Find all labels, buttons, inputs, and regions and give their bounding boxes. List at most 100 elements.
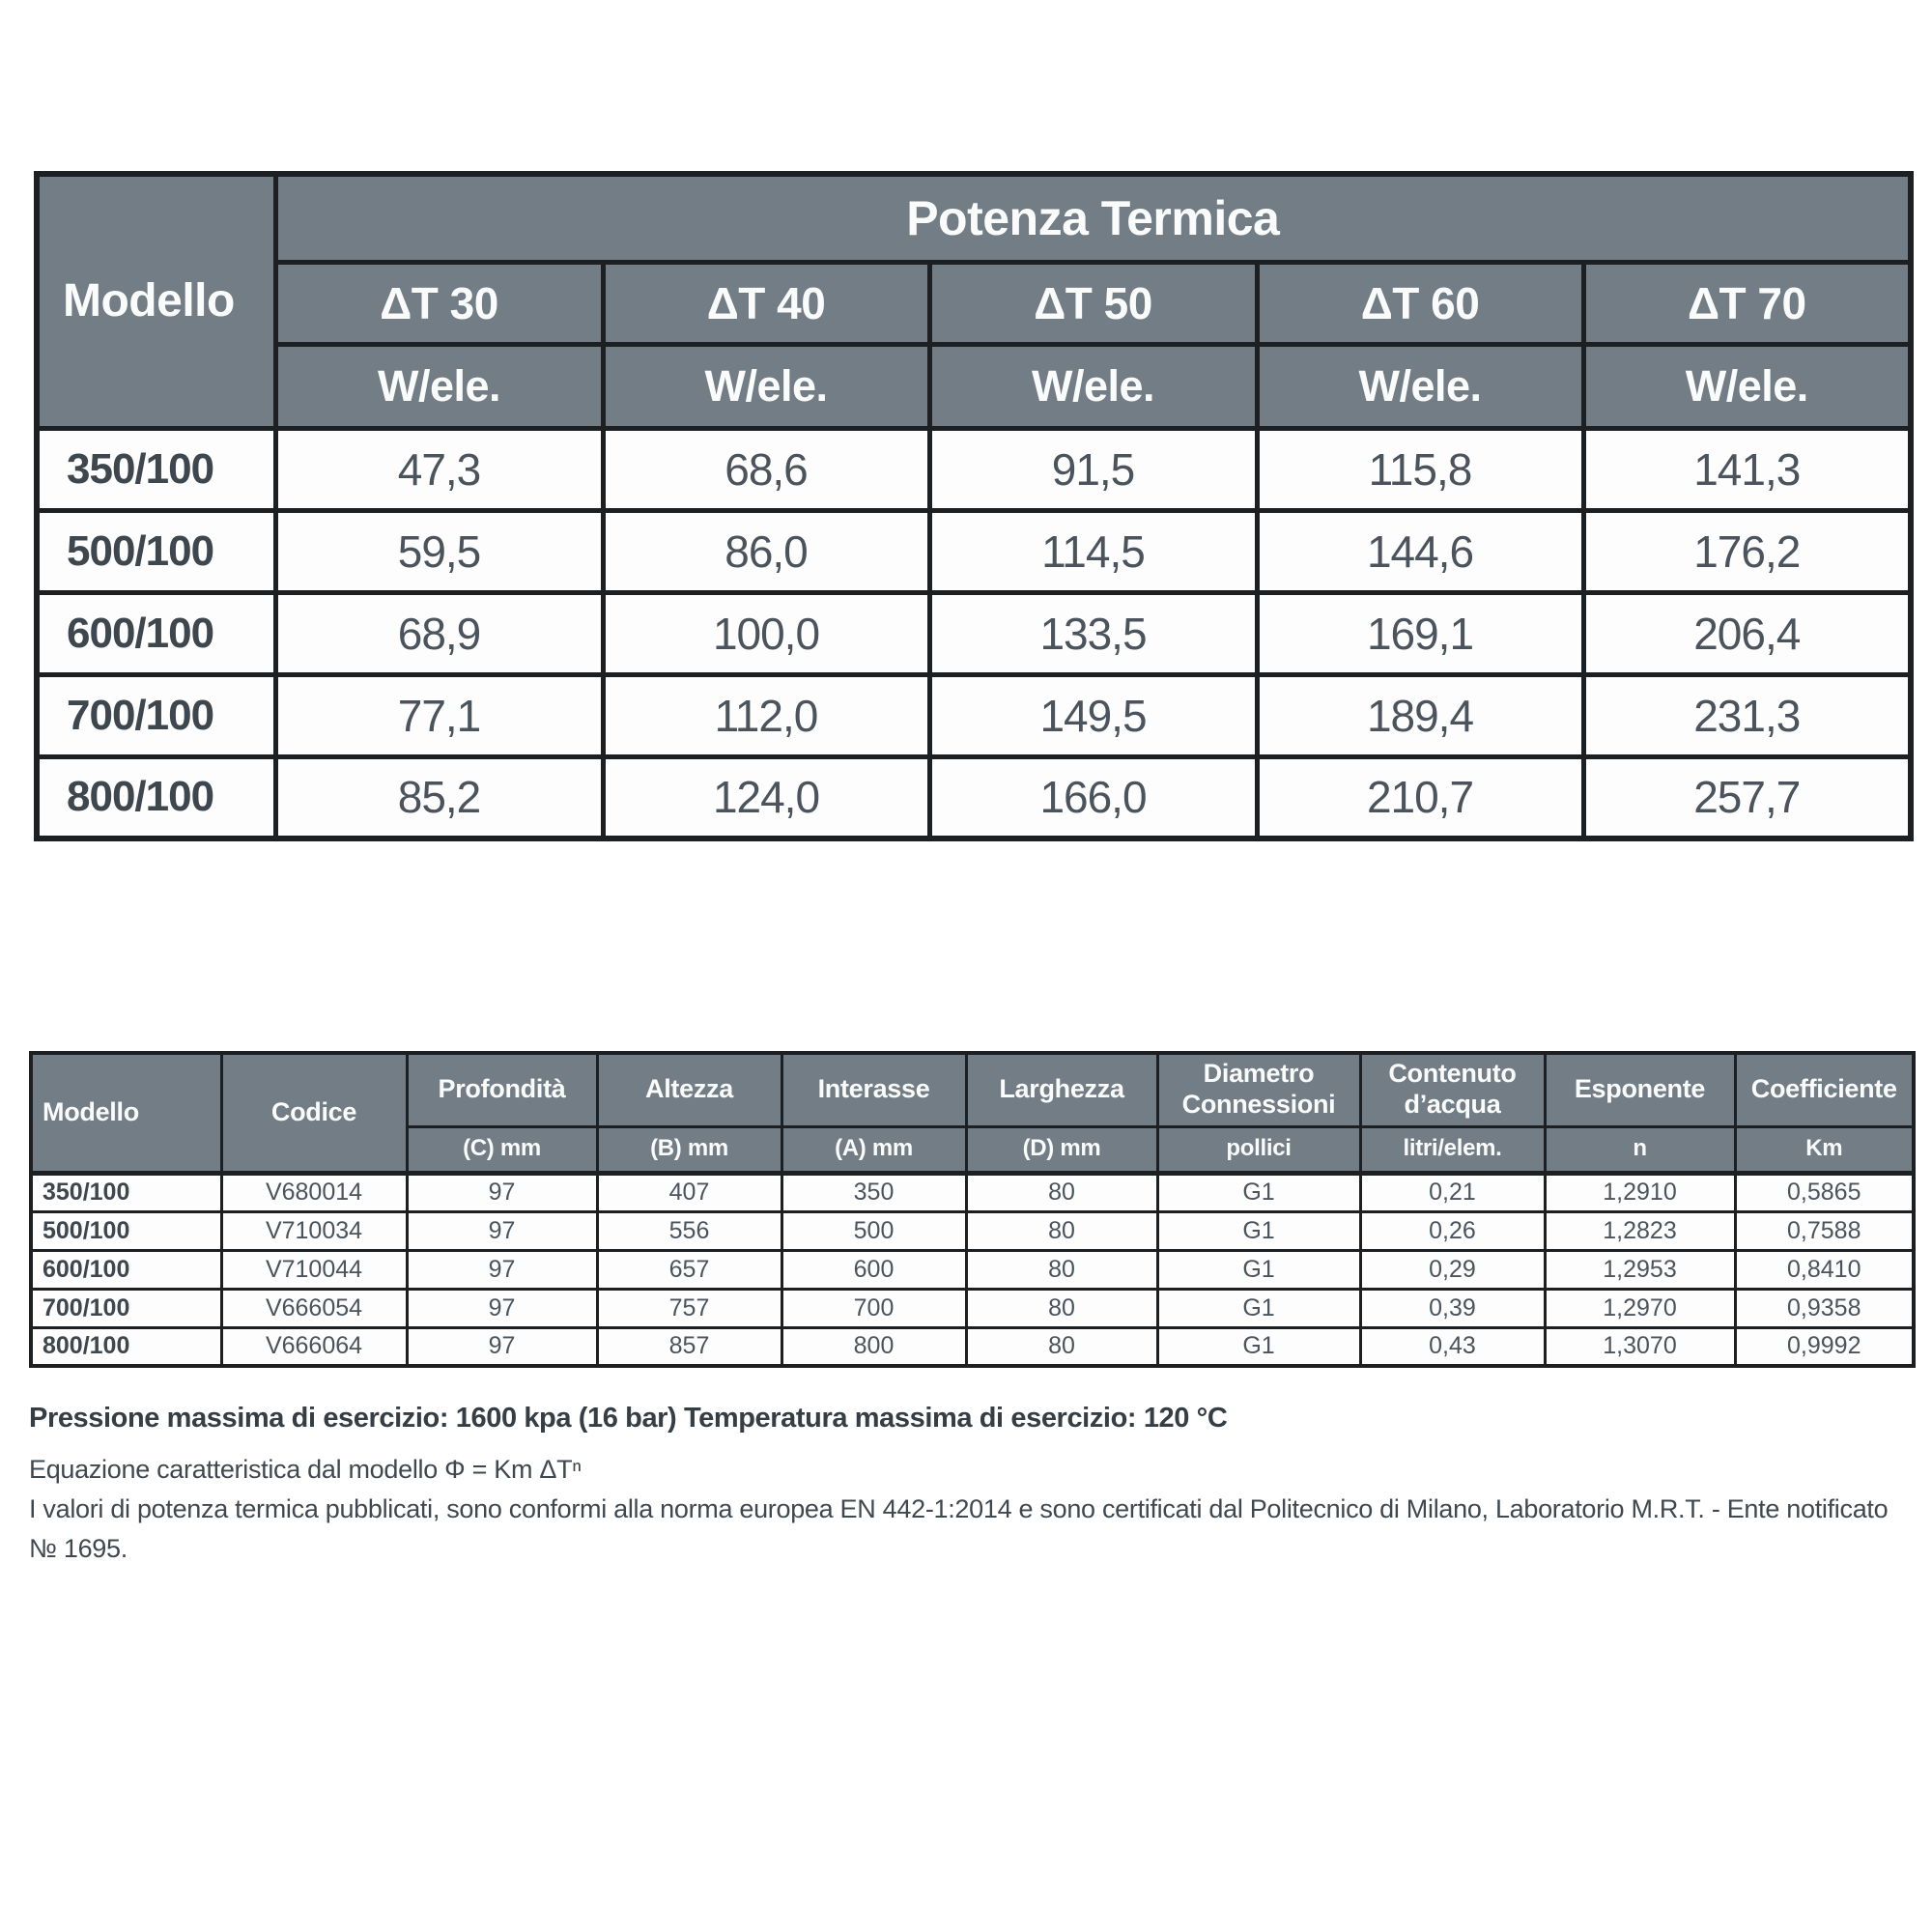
value-cell: 124,0 [600,753,932,841]
pressure-temperature-note: Pressione massima di esercizio: 1600 kpa… [29,1403,1228,1434]
value-cell: 189,4 [1254,671,1586,759]
value-cell: 0,29 [1358,1248,1547,1291]
certification-note: I valori di potenza termica pubblicati, … [29,1494,1889,1564]
codice-cell: V680014 [219,1170,409,1213]
value-cell: G1 [1155,1248,1362,1291]
value-cell: 350 [780,1170,968,1213]
value-cell: 112,0 [600,671,932,759]
table-row: 700/100 77,1 112,0 149,5 189,4 231,3 [34,671,1914,759]
unit-label: W/ele. [272,341,606,431]
value-cell: 80 [964,1248,1159,1291]
unit-cell: litri/elem. [1358,1124,1547,1175]
model-cell: 800/100 [34,753,278,841]
value-cell: 657 [595,1248,783,1291]
codice-cell: V710034 [219,1209,409,1252]
unit-cell: (B) mm [595,1124,783,1175]
value-cell: 0,8410 [1733,1248,1916,1291]
spec-larghezza-header: Larghezza [964,1051,1159,1128]
value-cell: 97 [405,1325,599,1368]
value-cell: 0,21 [1358,1170,1547,1213]
value-cell: 114,5 [926,507,1260,595]
value-cell: 91,5 [926,425,1260,513]
spec-altezza-header: Altezza [595,1051,783,1128]
value-cell: 97 [405,1248,599,1291]
table-row: 600/100 68,9 100,0 133,5 169,1 206,4 [34,589,1914,677]
value-cell: 144,6 [1254,507,1586,595]
value-cell: 59,5 [272,507,606,595]
value-cell: 206,4 [1580,589,1914,677]
value-cell: 97 [405,1170,599,1213]
model-cell: 600/100 [34,589,278,677]
value-cell: 0,43 [1358,1325,1547,1368]
value-cell: 0,9992 [1733,1325,1916,1368]
value-cell: 169,1 [1254,589,1586,677]
value-cell: 0,9358 [1733,1287,1916,1329]
unit-label: W/ele. [926,341,1260,431]
unit-label: W/ele. [1254,341,1586,431]
value-cell: 857 [595,1325,783,1368]
spec-header-row: Modello Codice Profondità Altezza Intera… [29,1051,1916,1175]
value-cell: 133,5 [926,589,1260,677]
model-cell: 600/100 [29,1248,223,1291]
value-cell: 556 [595,1209,783,1252]
power-table: Modello Potenza Termica ΔT 30 ΔT 40 ΔT 5… [34,171,1915,841]
spec-esponente-header: Esponente [1543,1051,1737,1128]
dt30-header: ΔT 30 [272,259,606,347]
model-cell: 700/100 [29,1287,223,1329]
unit-cell: (C) mm [405,1124,599,1175]
spec-diametro-header: Diametro Connessioni [1155,1051,1362,1128]
value-cell: 407 [595,1170,783,1213]
value-cell: 80 [964,1287,1159,1329]
table-row: 500/100 59,5 86,0 114,5 144,6 176,2 [34,507,1914,595]
value-cell: 1,3070 [1543,1325,1737,1368]
power-group-row: Modello Potenza Termica [34,171,1914,431]
unit-cell: n [1543,1124,1737,1175]
value-cell: 0,39 [1358,1287,1547,1329]
value-cell: 141,3 [1580,425,1914,513]
value-cell: 77,1 [272,671,606,759]
value-cell: 0,5865 [1733,1170,1916,1213]
value-cell: 80 [964,1209,1159,1252]
table-row: 350/100 47,3 68,6 91,5 115,8 141,3 [34,425,1914,513]
value-cell: 80 [964,1170,1159,1213]
value-cell: 97 [405,1209,599,1252]
value-cell: 68,6 [600,425,932,513]
value-cell: 800 [780,1325,968,1368]
value-cell: 600 [780,1248,968,1291]
power-unit-row: W/ele. W/ele. W/ele. W/ele. W/ele. [37,341,1914,431]
codice-cell: V666054 [219,1287,409,1329]
model-cell: 500/100 [34,507,278,595]
spec-interasse-header: Interasse [780,1051,968,1128]
spec-coefficiente-header: Coefficiente [1733,1051,1916,1128]
model-cell: 800/100 [29,1325,223,1368]
spec-codice-header: Codice [219,1051,409,1175]
value-cell: G1 [1155,1170,1362,1213]
notes-block: Pressione massima di esercizio: 1600 kpa… [29,1403,1903,1569]
value-cell: 0,7588 [1733,1209,1916,1252]
equation-note: Equazione caratteristica dal modello Φ =… [29,1455,582,1484]
dt70-header: ΔT 70 [1580,259,1914,347]
power-group-header: Potenza Termica [272,171,1914,265]
model-cell: 350/100 [34,425,278,513]
unit-cell: pollici [1155,1124,1362,1175]
model-cell: 500/100 [29,1209,223,1252]
value-cell: 500 [780,1209,968,1252]
value-cell: 757 [595,1287,783,1329]
unit-cell: (A) mm [780,1124,968,1175]
value-cell: 257,7 [1580,753,1914,841]
dt60-header: ΔT 60 [1254,259,1586,347]
spec-table: Modello Codice Profondità Altezza Intera… [29,1051,1916,1368]
table-row: 600/100 V710044 97 657 600 80 G1 0,29 1,… [29,1248,1916,1291]
spec-modello-header: Modello [29,1051,223,1175]
value-cell: 86,0 [600,507,932,595]
unit-label: W/ele. [1580,341,1914,431]
value-cell: 176,2 [1580,507,1914,595]
value-cell: 1,2970 [1543,1287,1737,1329]
value-cell: 115,8 [1254,425,1586,513]
value-cell: 149,5 [926,671,1260,759]
power-modello-header: Modello [34,171,278,431]
unit-label: W/ele. [600,341,932,431]
model-cell: 700/100 [34,671,278,759]
table-row: 500/100 V710034 97 556 500 80 G1 0,26 1,… [29,1209,1916,1252]
